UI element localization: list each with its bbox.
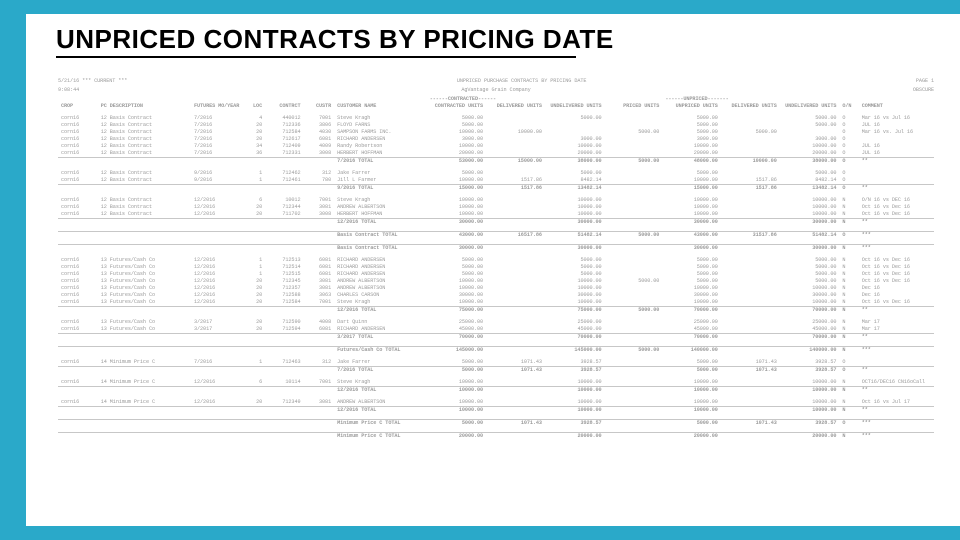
report-sheet: 5/21/16 *** CURRENT *** UNPRICED PURCHAS…: [50, 72, 942, 518]
report-date: 5/21/16 *** CURRENT ***: [58, 78, 127, 85]
report-time: 9:08:44: [58, 87, 79, 94]
report-company: AgVantage Grain Company: [79, 87, 913, 94]
report-page: PAGE 1: [916, 78, 934, 85]
title-underline: [56, 56, 576, 58]
report-obscure: OBSCURE: [913, 87, 934, 94]
page-title: UNPRICED CONTRACTS BY PRICING DATE: [56, 24, 614, 55]
report-title: UNPRICED PURCHASE CONTRACTS BY PRICING D…: [127, 78, 916, 85]
